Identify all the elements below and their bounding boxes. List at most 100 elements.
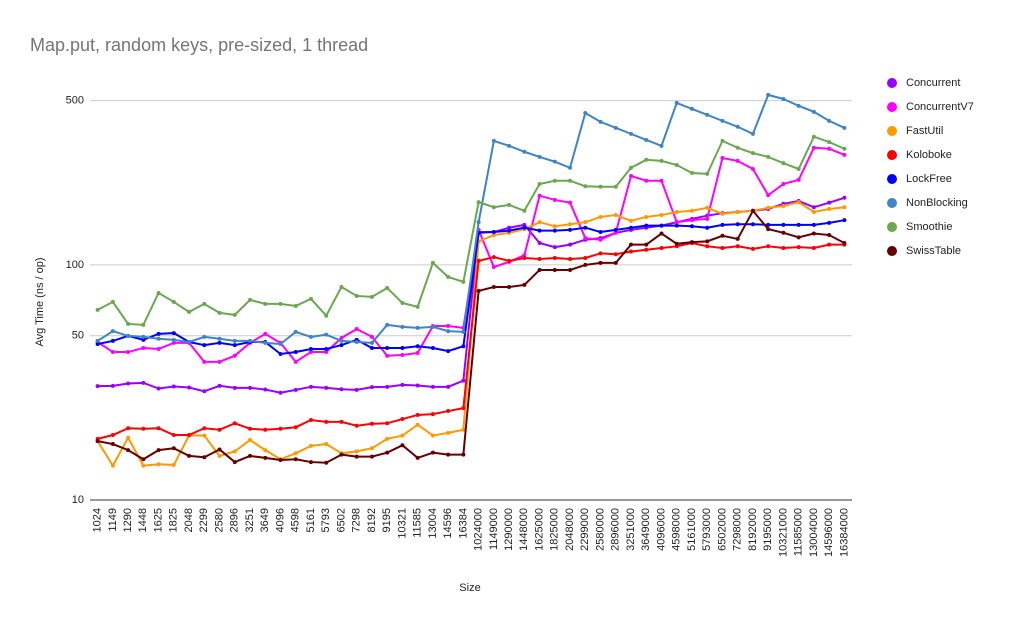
data-point — [354, 326, 359, 331]
data-point — [568, 242, 573, 247]
data-point — [613, 252, 618, 257]
x-tick-label: 1290 — [122, 508, 134, 532]
data-point — [461, 344, 466, 349]
data-point — [598, 260, 603, 265]
data-point — [766, 205, 771, 210]
data-point — [735, 236, 740, 241]
legend-label: ConcurrentV7 — [906, 101, 974, 113]
data-point — [598, 184, 603, 189]
data-point — [735, 209, 740, 214]
data-point — [796, 200, 801, 205]
x-tick-label: 1825000 — [549, 508, 561, 551]
data-point — [187, 433, 192, 438]
data-point — [369, 446, 374, 451]
data-point — [659, 213, 664, 218]
data-point — [324, 332, 329, 337]
x-tick-label: 9195 — [381, 508, 393, 532]
data-point — [735, 158, 740, 163]
data-point — [750, 131, 755, 136]
data-point — [583, 262, 588, 267]
data-point — [720, 156, 725, 161]
x-tick-label: 3251000 — [625, 508, 637, 551]
data-point — [446, 430, 451, 435]
data-point — [674, 163, 679, 168]
data-point — [811, 246, 816, 251]
data-point — [827, 220, 832, 225]
data-point — [263, 455, 268, 460]
data-point — [796, 235, 801, 240]
y-tick-label: 10 — [72, 494, 84, 506]
data-point — [766, 193, 771, 198]
x-tick-label: 1448000 — [518, 508, 530, 551]
x-tick-label: 13004 — [427, 508, 439, 539]
data-point — [446, 329, 451, 334]
data-point — [415, 344, 420, 349]
data-point — [110, 329, 115, 334]
data-point — [568, 227, 573, 232]
data-point — [430, 450, 435, 455]
data-point — [537, 256, 542, 261]
data-point — [171, 340, 176, 345]
x-tick-label: 2299 — [198, 508, 210, 532]
data-point — [400, 352, 405, 357]
data-point — [263, 301, 268, 306]
data-point — [507, 143, 512, 148]
data-point — [263, 448, 268, 453]
data-point — [141, 380, 146, 385]
data-point — [552, 224, 557, 229]
data-point — [811, 205, 816, 210]
data-point — [293, 350, 298, 355]
x-tick-label: 9195000 — [762, 508, 774, 551]
data-point — [568, 267, 573, 272]
data-point — [141, 346, 146, 351]
data-point — [171, 446, 176, 451]
data-point — [141, 457, 146, 462]
data-point — [461, 452, 466, 457]
legend-label: SwissTable — [906, 245, 961, 257]
data-point — [308, 443, 313, 448]
data-point — [385, 353, 390, 358]
data-point — [674, 241, 679, 246]
data-point — [766, 244, 771, 249]
data-point — [385, 436, 390, 441]
data-point — [796, 166, 801, 171]
data-point — [248, 385, 253, 390]
data-point — [232, 343, 237, 348]
data-point — [415, 383, 420, 388]
data-point — [827, 242, 832, 247]
data-point — [491, 138, 496, 143]
data-point — [598, 119, 603, 124]
data-point — [415, 304, 420, 309]
data-point — [827, 118, 832, 123]
data-point — [110, 442, 115, 447]
x-tick-label: 5793 — [320, 508, 332, 532]
data-point — [583, 225, 588, 230]
data-point — [476, 200, 481, 205]
data-point — [613, 260, 618, 265]
data-point — [171, 462, 176, 467]
x-tick-label: 10321 — [396, 508, 408, 539]
data-point — [217, 359, 222, 364]
data-point — [354, 449, 359, 454]
data-point — [811, 209, 816, 214]
data-point — [537, 193, 542, 198]
data-point — [171, 433, 176, 438]
legend-label: NonBlocking — [906, 197, 968, 209]
data-point — [187, 309, 192, 314]
data-point — [217, 453, 222, 458]
legend-marker — [887, 246, 897, 256]
x-axis-label: Size — [459, 582, 480, 594]
data-point — [446, 409, 451, 414]
data-point — [232, 421, 237, 426]
data-point — [369, 334, 374, 339]
data-point — [507, 202, 512, 207]
x-tick-label: 4598000 — [671, 508, 683, 551]
x-tick-label: 2299000 — [579, 508, 591, 551]
series-line — [97, 241, 845, 440]
data-point — [187, 340, 192, 345]
data-point — [308, 296, 313, 301]
data-point — [156, 426, 161, 431]
data-point — [232, 312, 237, 317]
data-point — [217, 447, 222, 452]
data-point — [827, 233, 832, 238]
